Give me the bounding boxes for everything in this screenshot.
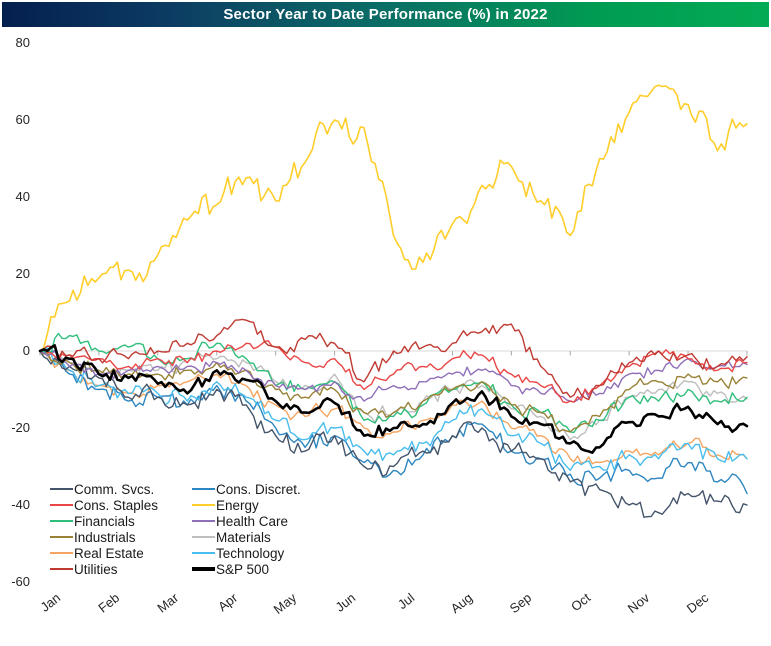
legend-row: Utilities S&P 500 [50,561,380,577]
legend-line-swatch-financials [50,519,73,523]
legend-line-swatch-real-estate [50,551,73,555]
legend-item-materials: Materials [192,529,362,545]
legend-line-swatch-technology [192,551,215,555]
legend-label: Real Estate [74,545,144,561]
legend-line-swatch-energy [192,503,215,507]
legend-line-swatch-health-care [192,519,215,523]
y-axis-tick-label: -20 [11,420,30,435]
legend-label: Utilities [74,561,118,577]
legend-label: Materials [216,529,271,545]
series-line-real-estate [39,350,748,465]
y-axis-tick-label: -60 [11,574,30,589]
legend-row: Real Estate Technology [50,545,380,561]
legend-item-health-care: Health Care [192,513,362,529]
legend-row: Industrials Materials [50,529,380,545]
legend-item-real-estate: Real Estate [50,545,192,561]
plot-area [38,84,749,518]
y-axis-tick-label: -40 [11,497,30,512]
y-axis-tick-label: 20 [15,266,30,281]
legend-line-swatch-comm-svcs [50,487,73,491]
legend-item-technology: Technology [192,545,362,561]
chart-title: Sector Year to Date Performance (%) in 2… [223,6,548,23]
legend-line-swatch-utilities [50,567,73,571]
legend-item-sp500: S&P 500 [192,561,362,577]
series-line-cons-staples [39,340,748,404]
y-axis-tick-label: 40 [15,189,30,204]
legend-item-comm-svcs: Comm. Svcs. [50,481,192,497]
legend-label: S&P 500 [216,561,270,577]
series-line-energy [39,84,748,352]
legend: Comm. Svcs. Cons. Discret. Cons. Staples… [50,481,380,577]
series-line-utilities [39,318,748,401]
legend-label: Health Care [216,513,289,529]
series-line-financials [39,332,748,434]
legend-line-swatch-industrials [50,535,73,539]
legend-label: Cons. Discret. [216,481,301,497]
legend-label: Industrials [74,529,136,545]
legend-item-cons-discret: Cons. Discret. [192,481,362,497]
legend-line-swatch-cons-staples [50,503,73,507]
legend-item-industrials: Industrials [50,529,192,545]
legend-item-financials: Financials [50,513,192,529]
legend-line-swatch-sp500 [192,567,215,571]
legend-label: Financials [74,513,135,529]
legend-line-swatch-materials [192,535,215,539]
legend-label: Energy [216,497,259,513]
series-line-industrials [39,350,748,433]
y-axis-tick-label: 80 [15,35,30,50]
legend-item-utilities: Utilities [50,561,192,577]
legend-row: Financials Health Care [50,513,380,529]
legend-row: Comm. Svcs. Cons. Discret. [50,481,380,497]
legend-label: Technology [216,545,285,561]
y-axis-tick-label: 0 [22,343,30,358]
chart-title-bar: Sector Year to Date Performance (%) in 2… [2,2,769,27]
series-line-comm-svcs [39,350,748,518]
legend-label: Cons. Staples [74,497,159,513]
series-line-s-p-500 [38,344,749,455]
legend-item-cons-staples: Cons. Staples [50,497,192,513]
y-axis-tick-label: 60 [15,112,30,127]
legend-label: Comm. Svcs. [74,481,155,497]
series-line-health-care [39,350,748,403]
legend-row: Cons. Staples Energy [50,497,380,513]
legend-line-swatch-cons-discret [192,487,215,491]
series-line-technology [39,347,748,472]
legend-item-energy: Energy [192,497,362,513]
